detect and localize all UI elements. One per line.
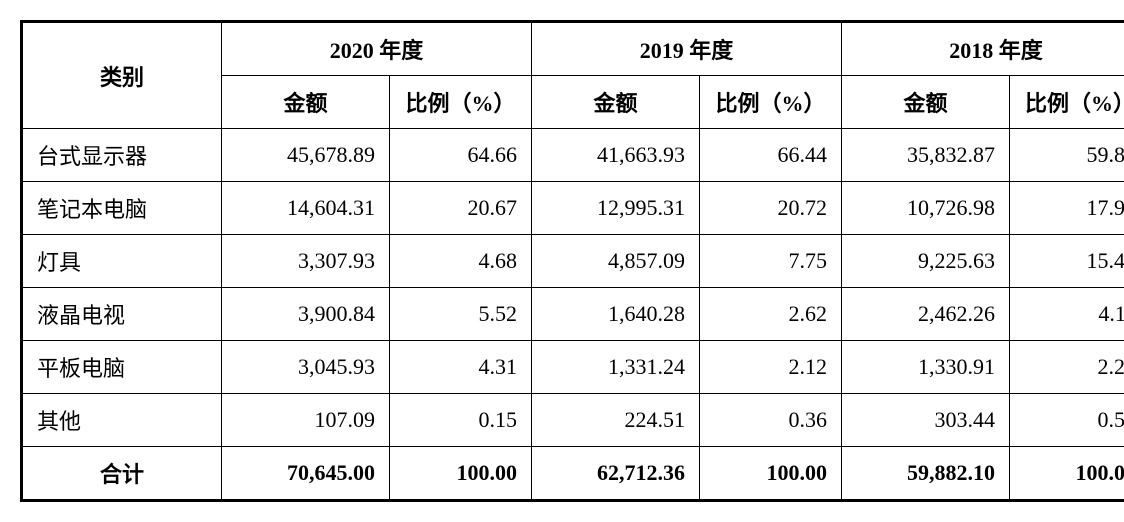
subheader-ratio-2020: 比例（%） — [390, 76, 532, 129]
cell-category: 平板电脑 — [22, 341, 222, 394]
cell-ratio_2018: 17.91 — [1010, 182, 1124, 235]
cell-category: 灯具 — [22, 235, 222, 288]
cell-total-label: 合计 — [22, 447, 222, 501]
cell-ratio_2020: 5.52 — [390, 288, 532, 341]
cell-ratio_2018: 4.11 — [1010, 288, 1124, 341]
cell-ratio_2020: 4.68 — [390, 235, 532, 288]
cell-ratio_2020: 4.31 — [390, 341, 532, 394]
cell-ratio_2018: 0.51 — [1010, 394, 1124, 447]
subheader-amount-2020: 金额 — [222, 76, 390, 129]
header-category: 类别 — [22, 22, 222, 129]
cell-ratio_2019: 66.44 — [700, 129, 842, 182]
table-row-total: 合计70,645.00100.0062,712.36100.0059,882.1… — [22, 447, 1124, 501]
subheader-ratio-2018: 比例（%） — [1010, 76, 1124, 129]
cell-amount_2019: 4,857.09 — [532, 235, 700, 288]
header-year-2020: 2020 年度 — [222, 22, 532, 76]
cell-total-ratio_2018: 100.00 — [1010, 447, 1124, 501]
header-year-2018: 2018 年度 — [842, 22, 1124, 76]
cell-category: 其他 — [22, 394, 222, 447]
cell-ratio_2019: 0.36 — [700, 394, 842, 447]
cell-ratio_2019: 7.75 — [700, 235, 842, 288]
cell-amount_2020: 3,900.84 — [222, 288, 390, 341]
table-header: 类别 2020 年度 2019 年度 2018 年度 金额 比例（%） 金额 比… — [22, 22, 1124, 129]
cell-ratio_2018: 15.41 — [1010, 235, 1124, 288]
cell-total-amount_2020: 70,645.00 — [222, 447, 390, 501]
table-row: 灯具3,307.934.684,857.097.759,225.6315.41 — [22, 235, 1124, 288]
cell-category: 台式显示器 — [22, 129, 222, 182]
table-row: 台式显示器45,678.8964.6641,663.9366.4435,832.… — [22, 129, 1124, 182]
cell-ratio_2019: 2.12 — [700, 341, 842, 394]
cell-ratio_2020: 0.15 — [390, 394, 532, 447]
subheader-amount-2019: 金额 — [532, 76, 700, 129]
cell-amount_2020: 3,045.93 — [222, 341, 390, 394]
cell-amount_2018: 303.44 — [842, 394, 1010, 447]
cell-amount_2020: 3,307.93 — [222, 235, 390, 288]
cell-amount_2020: 14,604.31 — [222, 182, 390, 235]
cell-amount_2020: 45,678.89 — [222, 129, 390, 182]
table-body: 台式显示器45,678.8964.6641,663.9366.4435,832.… — [22, 129, 1124, 501]
cell-category: 液晶电视 — [22, 288, 222, 341]
cell-ratio_2018: 2.22 — [1010, 341, 1124, 394]
cell-ratio_2019: 2.62 — [700, 288, 842, 341]
subheader-ratio-2019: 比例（%） — [700, 76, 842, 129]
table-row: 笔记本电脑14,604.3120.6712,995.3120.7210,726.… — [22, 182, 1124, 235]
financial-table: 类别 2020 年度 2019 年度 2018 年度 金额 比例（%） 金额 比… — [20, 20, 1124, 502]
cell-amount_2019: 1,640.28 — [532, 288, 700, 341]
cell-amount_2019: 1,331.24 — [532, 341, 700, 394]
cell-total-ratio_2019: 100.00 — [700, 447, 842, 501]
cell-amount_2018: 9,225.63 — [842, 235, 1010, 288]
cell-category: 笔记本电脑 — [22, 182, 222, 235]
cell-total-amount_2019: 62,712.36 — [532, 447, 700, 501]
cell-amount_2019: 224.51 — [532, 394, 700, 447]
cell-amount_2018: 10,726.98 — [842, 182, 1010, 235]
cell-amount_2018: 2,462.26 — [842, 288, 1010, 341]
cell-amount_2018: 35,832.87 — [842, 129, 1010, 182]
cell-amount_2018: 1,330.91 — [842, 341, 1010, 394]
header-year-2019: 2019 年度 — [532, 22, 842, 76]
cell-amount_2020: 107.09 — [222, 394, 390, 447]
cell-amount_2019: 12,995.31 — [532, 182, 700, 235]
cell-ratio_2020: 20.67 — [390, 182, 532, 235]
cell-ratio_2018: 59.84 — [1010, 129, 1124, 182]
cell-ratio_2020: 64.66 — [390, 129, 532, 182]
table-row: 平板电脑3,045.934.311,331.242.121,330.912.22 — [22, 341, 1124, 394]
cell-ratio_2019: 20.72 — [700, 182, 842, 235]
cell-total-amount_2018: 59,882.10 — [842, 447, 1010, 501]
cell-amount_2019: 41,663.93 — [532, 129, 700, 182]
subheader-amount-2018: 金额 — [842, 76, 1010, 129]
table-row: 其他107.090.15224.510.36303.440.51 — [22, 394, 1124, 447]
table-row: 液晶电视3,900.845.521,640.282.622,462.264.11 — [22, 288, 1124, 341]
cell-total-ratio_2020: 100.00 — [390, 447, 532, 501]
